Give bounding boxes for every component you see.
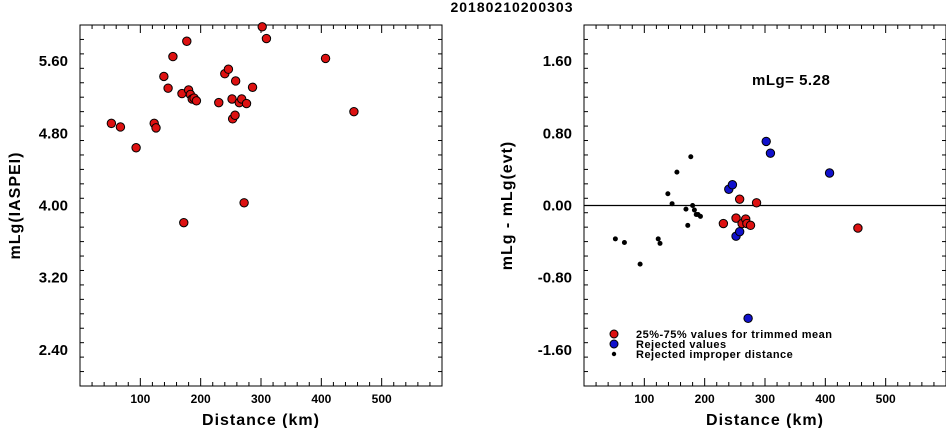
data-point-red bbox=[247, 82, 258, 92]
data-point-red bbox=[214, 97, 224, 108]
data-point-red bbox=[230, 110, 240, 120]
data-point-red bbox=[241, 98, 252, 109]
data-point-red bbox=[163, 83, 173, 93]
chart-title: 20180210200303 bbox=[450, 0, 573, 15]
x-axis-label: Distance (km) bbox=[202, 412, 320, 428]
x-tick-label: 200 bbox=[191, 392, 211, 406]
data-point-blue bbox=[765, 148, 776, 158]
y-tick-label: -0.80 bbox=[538, 270, 572, 287]
data-point-red bbox=[349, 106, 359, 117]
data-point-red bbox=[179, 217, 189, 228]
data-point-black bbox=[690, 203, 696, 208]
y-axis-label: mLg(IASPEI) bbox=[7, 152, 24, 260]
data-point-red bbox=[159, 71, 169, 82]
y-axis-label: mLg - mLg(evt) bbox=[499, 141, 516, 271]
data-point-red bbox=[182, 36, 192, 46]
data-point-black bbox=[691, 207, 697, 213]
data-point-black bbox=[657, 240, 663, 246]
data-point-black bbox=[688, 154, 694, 160]
data-point-red bbox=[227, 94, 237, 104]
right-panel: 100 200 300 400 500 -1.60 -0.80 0.00 0.80 1.60 Dis… bbox=[499, 24, 946, 428]
x-tick-label: 400 bbox=[815, 392, 835, 406]
data-point-red bbox=[853, 223, 863, 233]
data-point-black bbox=[697, 213, 703, 219]
data-point-red bbox=[151, 123, 161, 133]
data-point-red bbox=[131, 143, 141, 153]
data-point-blue bbox=[761, 136, 771, 147]
y-tick-label: 0.00 bbox=[543, 198, 572, 215]
data-point-red bbox=[223, 64, 234, 74]
legend-label: Rejected values bbox=[636, 339, 727, 351]
legend-label: 25%-75% values for trimmed mean bbox=[636, 329, 832, 341]
legend-marker-red bbox=[609, 329, 619, 339]
left-panel: 100 200 300 400 500 2.40 3.20 4.00 4.80 5.60 Dista… bbox=[7, 22, 443, 428]
y-tick-label: 4.00 bbox=[39, 198, 68, 215]
data-point-black bbox=[637, 261, 643, 267]
data-point-blue bbox=[743, 313, 753, 324]
data-point-red bbox=[261, 33, 272, 44]
x-tick-label: 400 bbox=[311, 392, 331, 406]
data-point-red bbox=[230, 76, 241, 86]
data-point-red bbox=[320, 53, 331, 64]
data-point-red bbox=[115, 122, 126, 132]
data-point-red bbox=[751, 198, 762, 208]
legend-label: Rejected improper distance bbox=[636, 349, 793, 361]
y-tick-label: -1.60 bbox=[538, 342, 572, 359]
y-tick-label: 5.60 bbox=[39, 53, 68, 70]
data-point-black bbox=[683, 206, 689, 212]
data-point-red bbox=[718, 218, 729, 229]
y-tick-label: 2.40 bbox=[39, 342, 68, 359]
data-point-red bbox=[239, 198, 249, 208]
data-point-red bbox=[734, 194, 745, 204]
plot-frame bbox=[79, 24, 443, 387]
data-point-black bbox=[665, 191, 671, 197]
x-tick-label: 100 bbox=[634, 392, 654, 406]
y-tick-label: 3.20 bbox=[39, 270, 68, 287]
data-point-red bbox=[731, 213, 741, 223]
data-point-red bbox=[106, 118, 117, 129]
mlg-annotation: mLg= 5.28 bbox=[752, 72, 830, 89]
data-point-black bbox=[655, 236, 661, 242]
y-tick-label: 0.80 bbox=[543, 125, 572, 142]
data-point-red bbox=[191, 96, 202, 106]
legend-marker-black bbox=[611, 351, 617, 357]
x-tick-label: 300 bbox=[755, 392, 775, 406]
x-tick-label: 500 bbox=[876, 392, 896, 406]
data-point-blue bbox=[727, 180, 738, 190]
x-tick-label: 300 bbox=[251, 392, 271, 406]
data-point-blue bbox=[824, 168, 835, 178]
data-point-blue bbox=[734, 226, 745, 237]
data-point-red bbox=[168, 51, 178, 62]
x-tick-label: 500 bbox=[372, 392, 392, 406]
data-point-black bbox=[685, 222, 691, 228]
data-point-red bbox=[745, 220, 756, 231]
data-point-black bbox=[612, 236, 618, 242]
data-point-black bbox=[621, 240, 627, 246]
y-tick-label: 1.60 bbox=[543, 53, 572, 70]
data-point-red bbox=[257, 22, 267, 32]
x-axis-label: Distance (km) bbox=[706, 412, 824, 428]
legend-marker-blue bbox=[609, 339, 619, 349]
x-tick-label: 100 bbox=[130, 392, 150, 406]
data-point-black bbox=[674, 169, 680, 175]
y-tick-label: 4.80 bbox=[39, 125, 68, 142]
x-tick-label: 200 bbox=[695, 392, 715, 406]
data-point-black bbox=[669, 201, 675, 207]
